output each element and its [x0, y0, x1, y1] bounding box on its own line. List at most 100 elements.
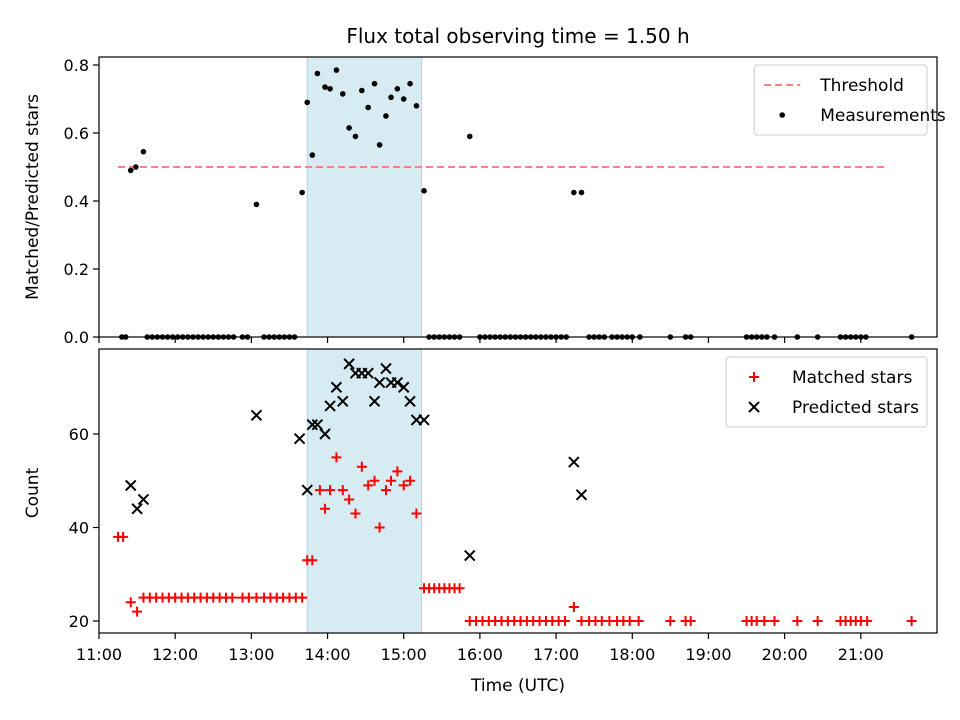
data-point-predicted [391, 376, 404, 389]
y-tick-label: 0.0 [64, 328, 89, 347]
data-point [314, 70, 321, 77]
data-point-matched [568, 601, 579, 612]
legend-label: Predicted stars [792, 398, 919, 418]
bottom-y-axis-label: Count [23, 467, 43, 518]
data-point [309, 152, 316, 158]
x-tick-label: 18:00 [609, 645, 655, 664]
data-point-predicted [137, 493, 150, 506]
data-point-predicted [306, 418, 319, 431]
data-point [371, 80, 378, 87]
data-point-matched [297, 592, 308, 603]
x-tick-label: 15:00 [381, 645, 427, 664]
data-point-predicted [311, 418, 324, 431]
data-point-matched [132, 606, 143, 617]
data-point-matched [792, 616, 803, 626]
data-point-predicted [343, 358, 355, 370]
data-point [327, 86, 333, 92]
x-tick-label: 12:00 [152, 645, 198, 664]
x-tick-label: 21:00 [838, 645, 884, 664]
data-point-matched [350, 508, 361, 519]
data-point-matched [624, 616, 635, 626]
data-point-predicted [418, 414, 430, 426]
bottom-panel: 20 40 60 11:00 12:00 13:00 14:00 15:00 16:00 17:0… [69, 348, 938, 664]
data-point-matched [862, 616, 873, 626]
data-point-matched [398, 480, 409, 491]
data-point-matched [685, 616, 696, 626]
x-tick-label: 17:00 [533, 645, 579, 664]
data-point-predicted [250, 409, 263, 422]
x-tick-label: 16:00 [457, 645, 503, 664]
data-point [346, 125, 352, 131]
data-point-matched [665, 616, 676, 626]
chart-title: Flux total observing time = 1.50 h [346, 24, 689, 48]
data-point-matched [314, 485, 325, 496]
series-matched-stars [113, 452, 917, 626]
data-point-matched [125, 597, 136, 608]
data-point [571, 189, 577, 196]
data-point-predicted [131, 503, 143, 515]
data-point-matched [356, 461, 367, 472]
data-point-matched [454, 583, 465, 594]
data-point [383, 113, 389, 119]
data-point-predicted [337, 395, 349, 407]
legend-label: Matched stars [792, 368, 912, 388]
y-tick-label: 20 [69, 612, 89, 631]
legend: Matched stars Predicted stars [725, 356, 928, 428]
data-point-matched [320, 503, 331, 514]
data-point-predicted [373, 376, 386, 389]
y-tick-label: 0.6 [64, 124, 89, 143]
data-point-predicted [368, 395, 381, 407]
axes-frame [98, 56, 938, 338]
data-point-predicted [362, 367, 374, 379]
legend-marker-measurements [779, 112, 785, 118]
y-tick-label: 40 [69, 519, 89, 538]
data-point-matched [411, 508, 422, 519]
data-point [394, 86, 401, 92]
x-tick-label: 11:00 [76, 645, 122, 664]
data-point-matched [812, 616, 823, 626]
data-point-matched [906, 616, 917, 626]
data-point [466, 133, 473, 140]
data-point [133, 164, 139, 170]
data-point-matched [307, 555, 318, 566]
data-point-predicted [575, 489, 588, 501]
data-point-predicted [125, 479, 137, 492]
data-point [400, 96, 407, 102]
legend-marker-matched [749, 372, 759, 382]
x-tick-label: 20:00 [762, 645, 808, 664]
x-axis-label: Time (UTC) [470, 676, 565, 696]
data-point-predicted [330, 381, 343, 393]
legend-marker-predicted [748, 401, 760, 413]
series-predicted-stars [125, 358, 588, 562]
data-point-matched [325, 485, 336, 496]
data-point [333, 67, 340, 73]
data-point-predicted [398, 381, 410, 393]
data-point [253, 201, 260, 208]
top-panel: 0.0 0.2 0.4 0.6 0.8 Threshold Measurements [64, 56, 946, 347]
legend: Threshold Measurements [753, 64, 946, 136]
x-tick-label: 14:00 [304, 645, 350, 664]
data-point [140, 148, 147, 155]
data-point-matched [386, 475, 397, 486]
data-point-matched [380, 485, 391, 496]
data-point [359, 87, 365, 94]
data-point [376, 142, 383, 148]
data-point [365, 104, 371, 111]
data-point-matched [559, 616, 570, 626]
data-point [322, 84, 328, 90]
data-point-matched [337, 485, 348, 496]
legend-label: Measurements [820, 106, 946, 126]
data-point-predicted [324, 400, 336, 412]
y-tick-label: 0.8 [64, 56, 89, 75]
x-tick-label: 19:00 [685, 645, 731, 664]
data-point [352, 133, 359, 140]
observing-span [306, 56, 423, 338]
legend-box [725, 356, 928, 428]
data-point-matched [118, 531, 129, 542]
data-point-predicted [404, 395, 416, 407]
data-point [388, 94, 394, 101]
data-point-predicted [568, 456, 580, 468]
data-point-matched [374, 522, 385, 533]
data-point [421, 188, 427, 194]
